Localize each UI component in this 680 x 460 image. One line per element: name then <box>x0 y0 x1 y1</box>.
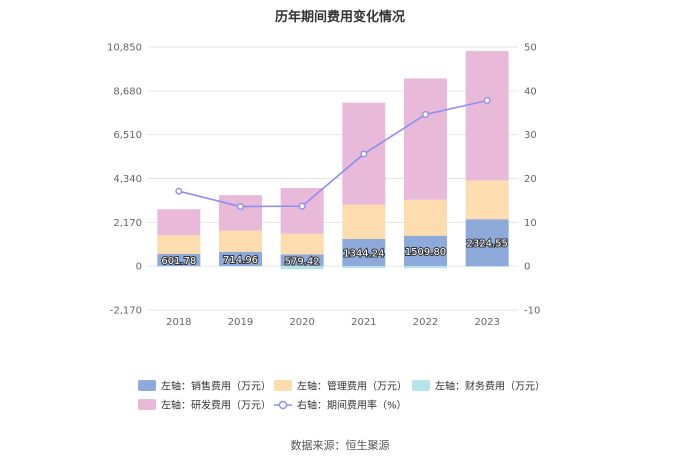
bar-segment <box>465 266 509 267</box>
source-note: 数据来源：恒生聚源 <box>290 439 390 452</box>
bar-segment <box>465 50 509 181</box>
y-right-tick-label: -10 <box>524 306 540 317</box>
bar-segment <box>280 188 324 234</box>
legend-swatch <box>274 380 292 391</box>
line-point <box>175 187 183 195</box>
line-point <box>483 96 491 104</box>
y-left-tick-label: 6,510 <box>113 130 142 141</box>
legend-label: 左轴：财务费用（万元） <box>435 380 545 393</box>
y-left-tick-label: 4,340 <box>113 174 142 185</box>
bar-segment <box>219 230 262 252</box>
x-tick-label: 2019 <box>228 317 253 328</box>
y-right-tick-label: 30 <box>524 130 537 141</box>
legend-label: 左轴：销售费用（万元） <box>161 380 271 393</box>
bar-segment <box>404 266 447 269</box>
bar-segment <box>219 195 262 231</box>
bar-segment <box>219 251 262 267</box>
y-left-tick-label: 10,850 <box>107 43 142 54</box>
line-point <box>422 111 430 119</box>
line-point <box>236 203 244 211</box>
line-point <box>298 202 306 210</box>
x-tick-label: 2020 <box>289 317 314 328</box>
bar-value-label: 1509.80 <box>405 247 446 258</box>
y-left-tick-label: 2,170 <box>113 218 142 229</box>
legend-label: 左轴：研发费用（万元） <box>161 399 271 412</box>
y-right-tick-label: 40 <box>524 86 537 97</box>
bar-segment <box>280 254 324 267</box>
bar-segment <box>280 266 324 270</box>
legend-swatch <box>138 380 156 391</box>
legend-marker <box>278 400 288 410</box>
legend-swatch <box>412 380 430 391</box>
legend-label: 右轴：期间费用率（%） <box>297 399 407 412</box>
y-left-tick-label: 8,680 <box>113 86 142 97</box>
bar-segment <box>404 199 447 236</box>
bar-segment <box>280 233 324 255</box>
x-tick-label: 2018 <box>166 317 191 328</box>
y-right-tick-label: 0 <box>524 262 530 273</box>
y-right-tick-label: 50 <box>524 43 537 54</box>
line-point <box>360 150 368 158</box>
x-tick-label: 2023 <box>474 317 499 328</box>
bar-segment <box>342 204 386 240</box>
bar-segment <box>157 254 201 267</box>
bar-segment <box>157 209 201 236</box>
bar-value-label: 714.96 <box>223 255 258 266</box>
bar-segment <box>404 235 447 267</box>
bar-segment <box>157 235 201 255</box>
x-tick-label: 2021 <box>351 317 376 328</box>
y-left-tick-label: 0 <box>136 262 142 273</box>
line-series <box>178 99 488 208</box>
x-tick-label: 2022 <box>413 317 438 328</box>
bar-value-label: 1344.24 <box>343 249 384 260</box>
bar-value-label: 579.42 <box>285 256 320 267</box>
y-right-tick-label: 10 <box>524 218 537 229</box>
legend-label: 左轴：管理费用（万元） <box>297 380 407 393</box>
bar-segment <box>465 219 509 267</box>
bar-value-label: 601.78 <box>161 256 196 267</box>
bar-value-label: 2324.55 <box>466 239 507 250</box>
legend-swatch <box>138 399 156 410</box>
y-left-tick-label: -2,170 <box>110 306 142 317</box>
bar-segment <box>465 180 509 220</box>
chart-title: 历年期间费用变化情况 <box>274 10 405 25</box>
y-right-tick-label: 20 <box>524 174 537 185</box>
bar-segment <box>342 266 386 269</box>
bar-segment <box>404 78 447 200</box>
bar-segment <box>342 239 386 267</box>
